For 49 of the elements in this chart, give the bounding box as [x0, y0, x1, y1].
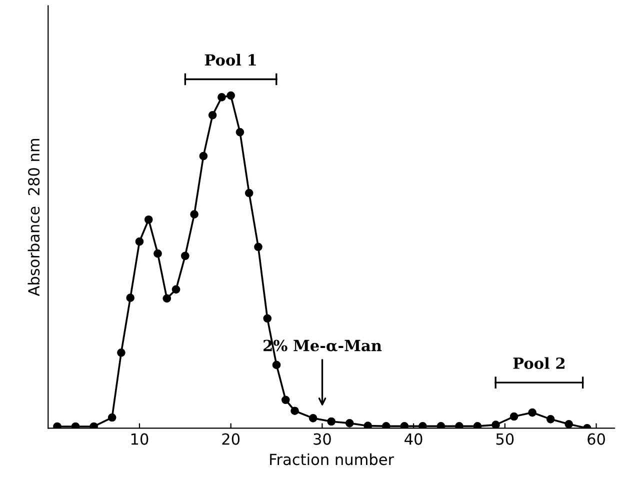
point — [308, 414, 318, 422]
point — [436, 422, 446, 428]
x-tick-label: 40 — [404, 433, 422, 445]
point — [400, 422, 409, 428]
x-tick-label: 50 — [496, 433, 514, 445]
point — [135, 237, 144, 246]
y-axis-title: Absorbance 280 nm — [28, 138, 40, 296]
point — [162, 294, 172, 303]
point — [290, 406, 299, 416]
point — [263, 314, 272, 323]
point — [53, 422, 62, 428]
text: Pool 1 — [204, 54, 256, 66]
point — [364, 422, 372, 428]
point — [154, 249, 162, 258]
point — [455, 422, 464, 428]
point — [510, 412, 518, 421]
point — [244, 188, 254, 198]
point — [71, 422, 80, 428]
point — [226, 91, 236, 100]
point — [564, 420, 574, 428]
point — [190, 210, 198, 218]
point — [236, 128, 244, 136]
point — [546, 415, 555, 424]
point — [126, 294, 135, 302]
point — [180, 252, 190, 260]
point — [144, 215, 153, 224]
point — [208, 111, 217, 120]
point — [327, 417, 336, 426]
point — [345, 419, 354, 428]
point — [117, 348, 126, 357]
point — [199, 152, 208, 160]
point — [382, 422, 390, 428]
x-tick-label: 30 — [314, 433, 331, 445]
point — [90, 422, 98, 428]
x-tick-label: 20 — [222, 433, 240, 445]
point — [218, 93, 226, 102]
point — [528, 408, 536, 417]
point — [281, 396, 290, 404]
x-tick-label: 10 — [131, 433, 148, 445]
point — [254, 242, 262, 252]
point — [492, 420, 500, 428]
x-tick-label: 60 — [588, 433, 605, 445]
x-axis-title: Fraction number — [270, 453, 394, 466]
annotation: Pool 2 — [513, 357, 564, 370]
point — [473, 422, 482, 428]
point — [172, 285, 180, 294]
point — [108, 413, 116, 422]
point — [272, 360, 281, 370]
point — [418, 422, 427, 428]
